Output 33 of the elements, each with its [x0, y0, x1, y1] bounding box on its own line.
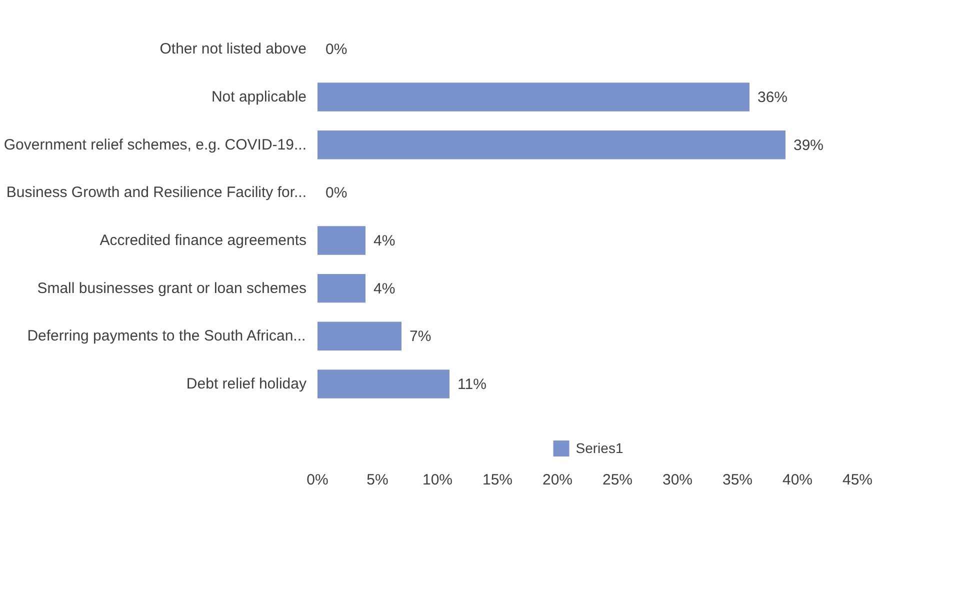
y-tick-label: Small businesses grant or loan schemes [37, 280, 306, 297]
text: 11% [458, 376, 486, 393]
text: 39% [794, 136, 824, 154]
text: 4% [374, 232, 396, 250]
text: 7% [410, 328, 432, 346]
y-tick-label: Deferring payments to the South African... [27, 328, 306, 345]
text: 4% [374, 280, 396, 298]
bar [318, 130, 786, 160]
text: 0% [326, 184, 348, 202]
y-tick-label: Other not listed above [160, 40, 307, 58]
x-tick-label: 10% [422, 472, 453, 488]
x-tick-label: 35% [722, 472, 753, 488]
x-tick-label: 20% [542, 472, 573, 488]
y-tick-label: Debt relief holiday [186, 375, 307, 392]
bar [318, 274, 366, 303]
text: 0% [326, 41, 348, 58]
x-tick-label: 0% [306, 472, 328, 488]
y-tick-label: Accredited finance agreements [100, 232, 307, 249]
y-tick-label: Business Growth and Resilience Facility for... [6, 184, 306, 202]
x-tick-label: 30% [662, 472, 693, 488]
x-tick-label: 5% [366, 472, 388, 488]
text: 36% [758, 89, 788, 106]
bar [318, 226, 366, 255]
y-tick-label: Government relief schemes, e.g. COVID-19... [4, 136, 307, 154]
bar [318, 370, 450, 398]
legend-label: Series1 [576, 440, 624, 456]
x-tick-label: 25% [602, 472, 633, 488]
bar [318, 82, 750, 112]
y-tick-label: Not applicable [211, 88, 306, 106]
x-tick-label: 40% [782, 472, 813, 488]
x-tick-label: 15% [482, 472, 513, 488]
x-tick-label: 45% [842, 472, 873, 488]
bar [318, 322, 402, 350]
